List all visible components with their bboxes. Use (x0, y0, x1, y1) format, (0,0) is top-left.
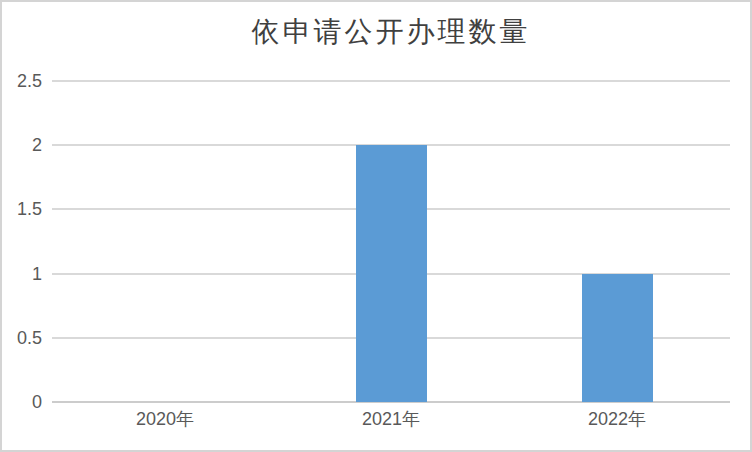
chart-title: 依申请公开办理数量 (52, 14, 730, 50)
gridline (52, 80, 730, 82)
bar-2021年 (356, 145, 427, 402)
y-tick-label: 1.5 (2, 198, 42, 220)
y-tick-label: 2 (2, 134, 42, 156)
y-tick-label: 0 (2, 391, 42, 413)
bar-2022年 (582, 274, 653, 402)
y-tick-label: 1 (2, 263, 42, 285)
x-tick-label: 2020年 (52, 408, 278, 430)
x-tick-label: 2022年 (504, 408, 730, 430)
y-tick-label: 2.5 (2, 70, 42, 92)
bar-chart: 依申请公开办理数量 0 0.5 1 1.5 2 2.5 2020年2021年2022年 (0, 0, 752, 452)
x-tick-label: 2021年 (278, 408, 504, 430)
y-tick-label: 0.5 (2, 327, 42, 349)
